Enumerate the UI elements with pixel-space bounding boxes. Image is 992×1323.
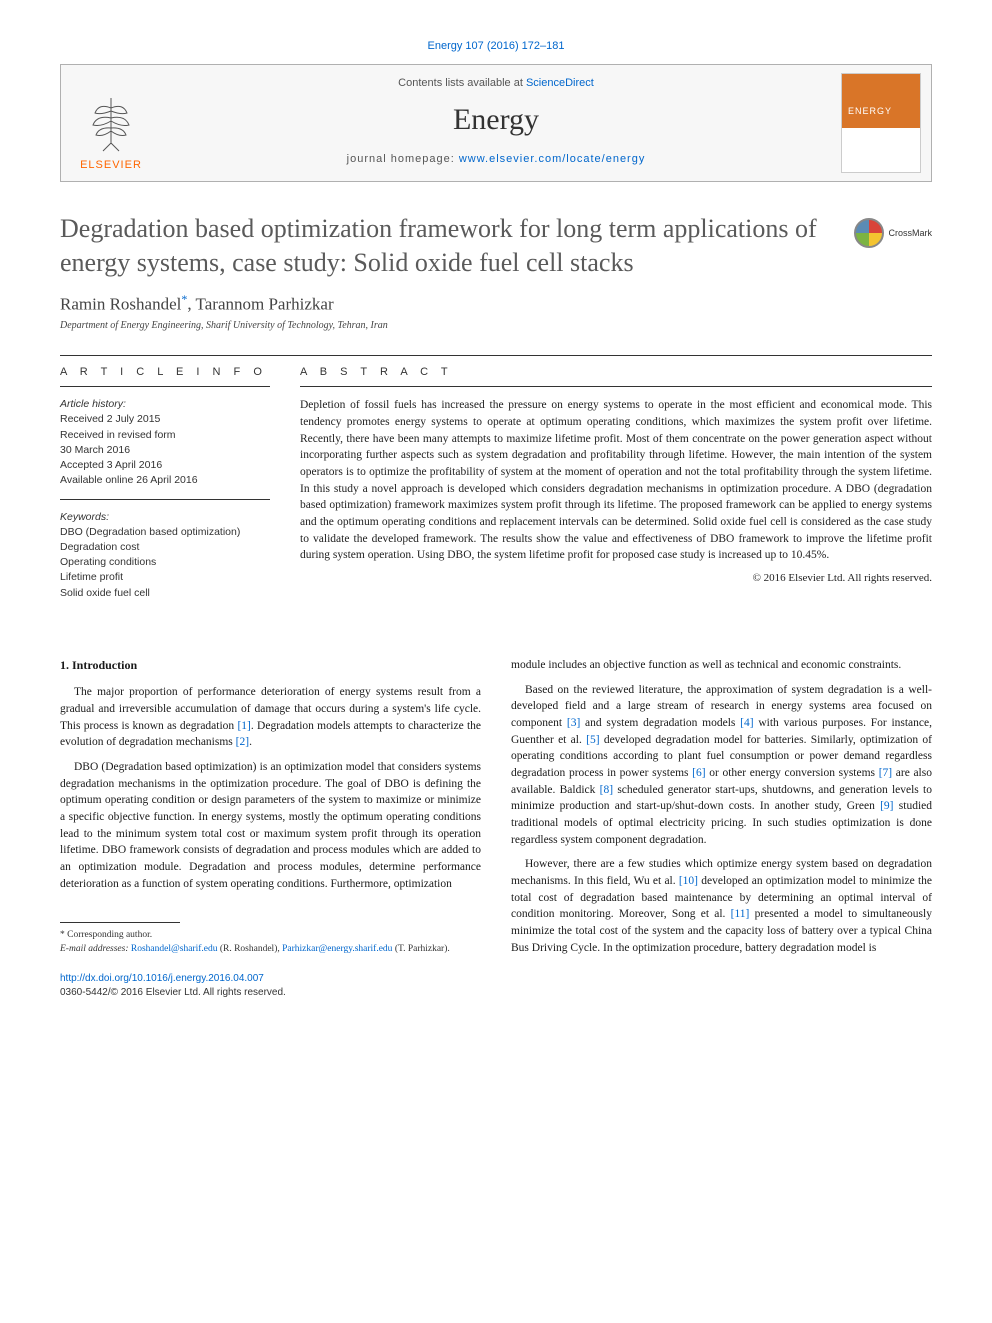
text: or other energy conversion systems	[706, 767, 879, 779]
col2-p1: module includes an objective function as…	[511, 657, 932, 674]
article-info-label: A R T I C L E I N F O	[60, 356, 270, 387]
homepage-prefix: journal homepage:	[347, 153, 459, 165]
intro-p1: The major proportion of performance dete…	[60, 684, 481, 751]
corresponding-note: * Corresponding author.	[60, 929, 481, 942]
citation-line: Energy 107 (2016) 172–181	[60, 40, 932, 52]
publisher-block: ELSEVIER	[61, 65, 161, 181]
ref-11[interactable]: [11]	[731, 908, 750, 920]
crossmark-label: CrossMark	[888, 228, 932, 238]
article-title: Degradation based optimization framework…	[60, 212, 842, 280]
email-2-who: (T. Parhizkar).	[392, 944, 449, 954]
email-1-link[interactable]: Roshandel@sharif.edu	[131, 944, 218, 954]
publisher-name: ELSEVIER	[80, 159, 142, 171]
crossmark-icon	[854, 218, 884, 248]
history-revised-date: 30 March 2016	[60, 444, 130, 456]
crossmark-badge[interactable]: CrossMark	[854, 218, 932, 248]
footnotes: * Corresponding author. E-mail addresses…	[60, 929, 481, 956]
keywords-heading: Keywords:	[60, 511, 109, 523]
ref-8[interactable]: [8]	[600, 784, 613, 796]
text: and system degradation models	[580, 717, 740, 729]
keyword-5: Solid oxide fuel cell	[60, 587, 150, 599]
email-2-link[interactable]: Parhizkar@energy.sharif.edu	[282, 944, 392, 954]
author-2: , Tarannom Parhizkar	[187, 294, 333, 313]
journal-header: ELSEVIER Contents lists available at Sci…	[60, 64, 932, 182]
authors: Ramin Roshandel*, Tarannom Parhizkar	[60, 292, 932, 315]
abstract-label: A B S T R A C T	[300, 356, 932, 387]
homepage-link[interactable]: www.elsevier.com/locate/energy	[459, 153, 646, 165]
homepage-line: journal homepage: www.elsevier.com/locat…	[161, 153, 831, 165]
ref-7[interactable]: [7]	[879, 767, 892, 779]
keyword-3: Operating conditions	[60, 556, 156, 568]
doi-block: http://dx.doi.org/10.1016/j.energy.2016.…	[60, 972, 481, 1001]
journal-cover-icon	[841, 73, 921, 173]
keywords-block: Keywords: DBO (Degradation based optimiz…	[60, 510, 270, 611]
ref-1[interactable]: [1]	[237, 720, 250, 732]
ref-9[interactable]: [9]	[880, 800, 893, 812]
ref-6[interactable]: [6]	[692, 767, 705, 779]
header-center: Contents lists available at ScienceDirec…	[161, 65, 831, 181]
emails-label: E-mail addresses:	[60, 944, 129, 954]
abstract-column: A B S T R A C T Depletion of fossil fuel…	[300, 356, 932, 621]
ref-3[interactable]: [3]	[567, 717, 580, 729]
col2-p2: Based on the reviewed literature, the ap…	[511, 682, 932, 849]
text: .	[249, 736, 252, 748]
ref-5[interactable]: [5]	[586, 734, 599, 746]
article-history: Article history: Received 2 July 2015 Re…	[60, 397, 270, 499]
keyword-2: Degradation cost	[60, 541, 139, 553]
col2-p3: However, there are a few studies which o…	[511, 856, 932, 956]
intro-p2: DBO (Degradation based optimization) is …	[60, 759, 481, 892]
article-info-column: A R T I C L E I N F O Article history: R…	[60, 356, 270, 621]
intro-heading: 1. Introduction	[60, 657, 481, 674]
ref-4[interactable]: [4]	[740, 717, 753, 729]
author-1: Ramin Roshandel	[60, 294, 181, 313]
sciencedirect-link[interactable]: ScienceDirect	[526, 77, 594, 89]
affiliation: Department of Energy Engineering, Sharif…	[60, 320, 932, 331]
keyword-1: DBO (Degradation based optimization)	[60, 526, 240, 538]
body-col-right: module includes an objective function as…	[511, 657, 932, 1001]
elsevier-tree-icon	[81, 93, 141, 153]
doi-link[interactable]: http://dx.doi.org/10.1016/j.energy.2016.…	[60, 973, 264, 984]
body-col-left: 1. Introduction The major proportion of …	[60, 657, 481, 1001]
keyword-4: Lifetime profit	[60, 571, 123, 583]
contents-prefix: Contents lists available at	[398, 77, 526, 89]
abstract-text: Depletion of fossil fuels has increased …	[300, 397, 932, 564]
history-online: Available online 26 April 2016	[60, 474, 198, 486]
history-received: Received 2 July 2015	[60, 413, 160, 425]
email-1-who: (R. Roshandel),	[217, 944, 282, 954]
history-accepted: Accepted 3 April 2016	[60, 459, 162, 471]
email-note: E-mail addresses: Roshandel@sharif.edu (…	[60, 943, 481, 956]
history-revised: Received in revised form	[60, 429, 176, 441]
copyright: © 2016 Elsevier Ltd. All rights reserved…	[300, 572, 932, 584]
journal-name: Energy	[161, 103, 831, 137]
ref-2[interactable]: [2]	[236, 736, 249, 748]
body-columns: 1. Introduction The major proportion of …	[60, 657, 932, 1001]
history-heading: Article history:	[60, 398, 126, 410]
contents-line: Contents lists available at ScienceDirec…	[161, 77, 831, 89]
ref-10[interactable]: [10]	[679, 875, 698, 887]
cover-block	[831, 65, 931, 181]
issn-line: 0360-5442/© 2016 Elsevier Ltd. All right…	[60, 987, 286, 998]
footnote-divider	[60, 922, 180, 923]
